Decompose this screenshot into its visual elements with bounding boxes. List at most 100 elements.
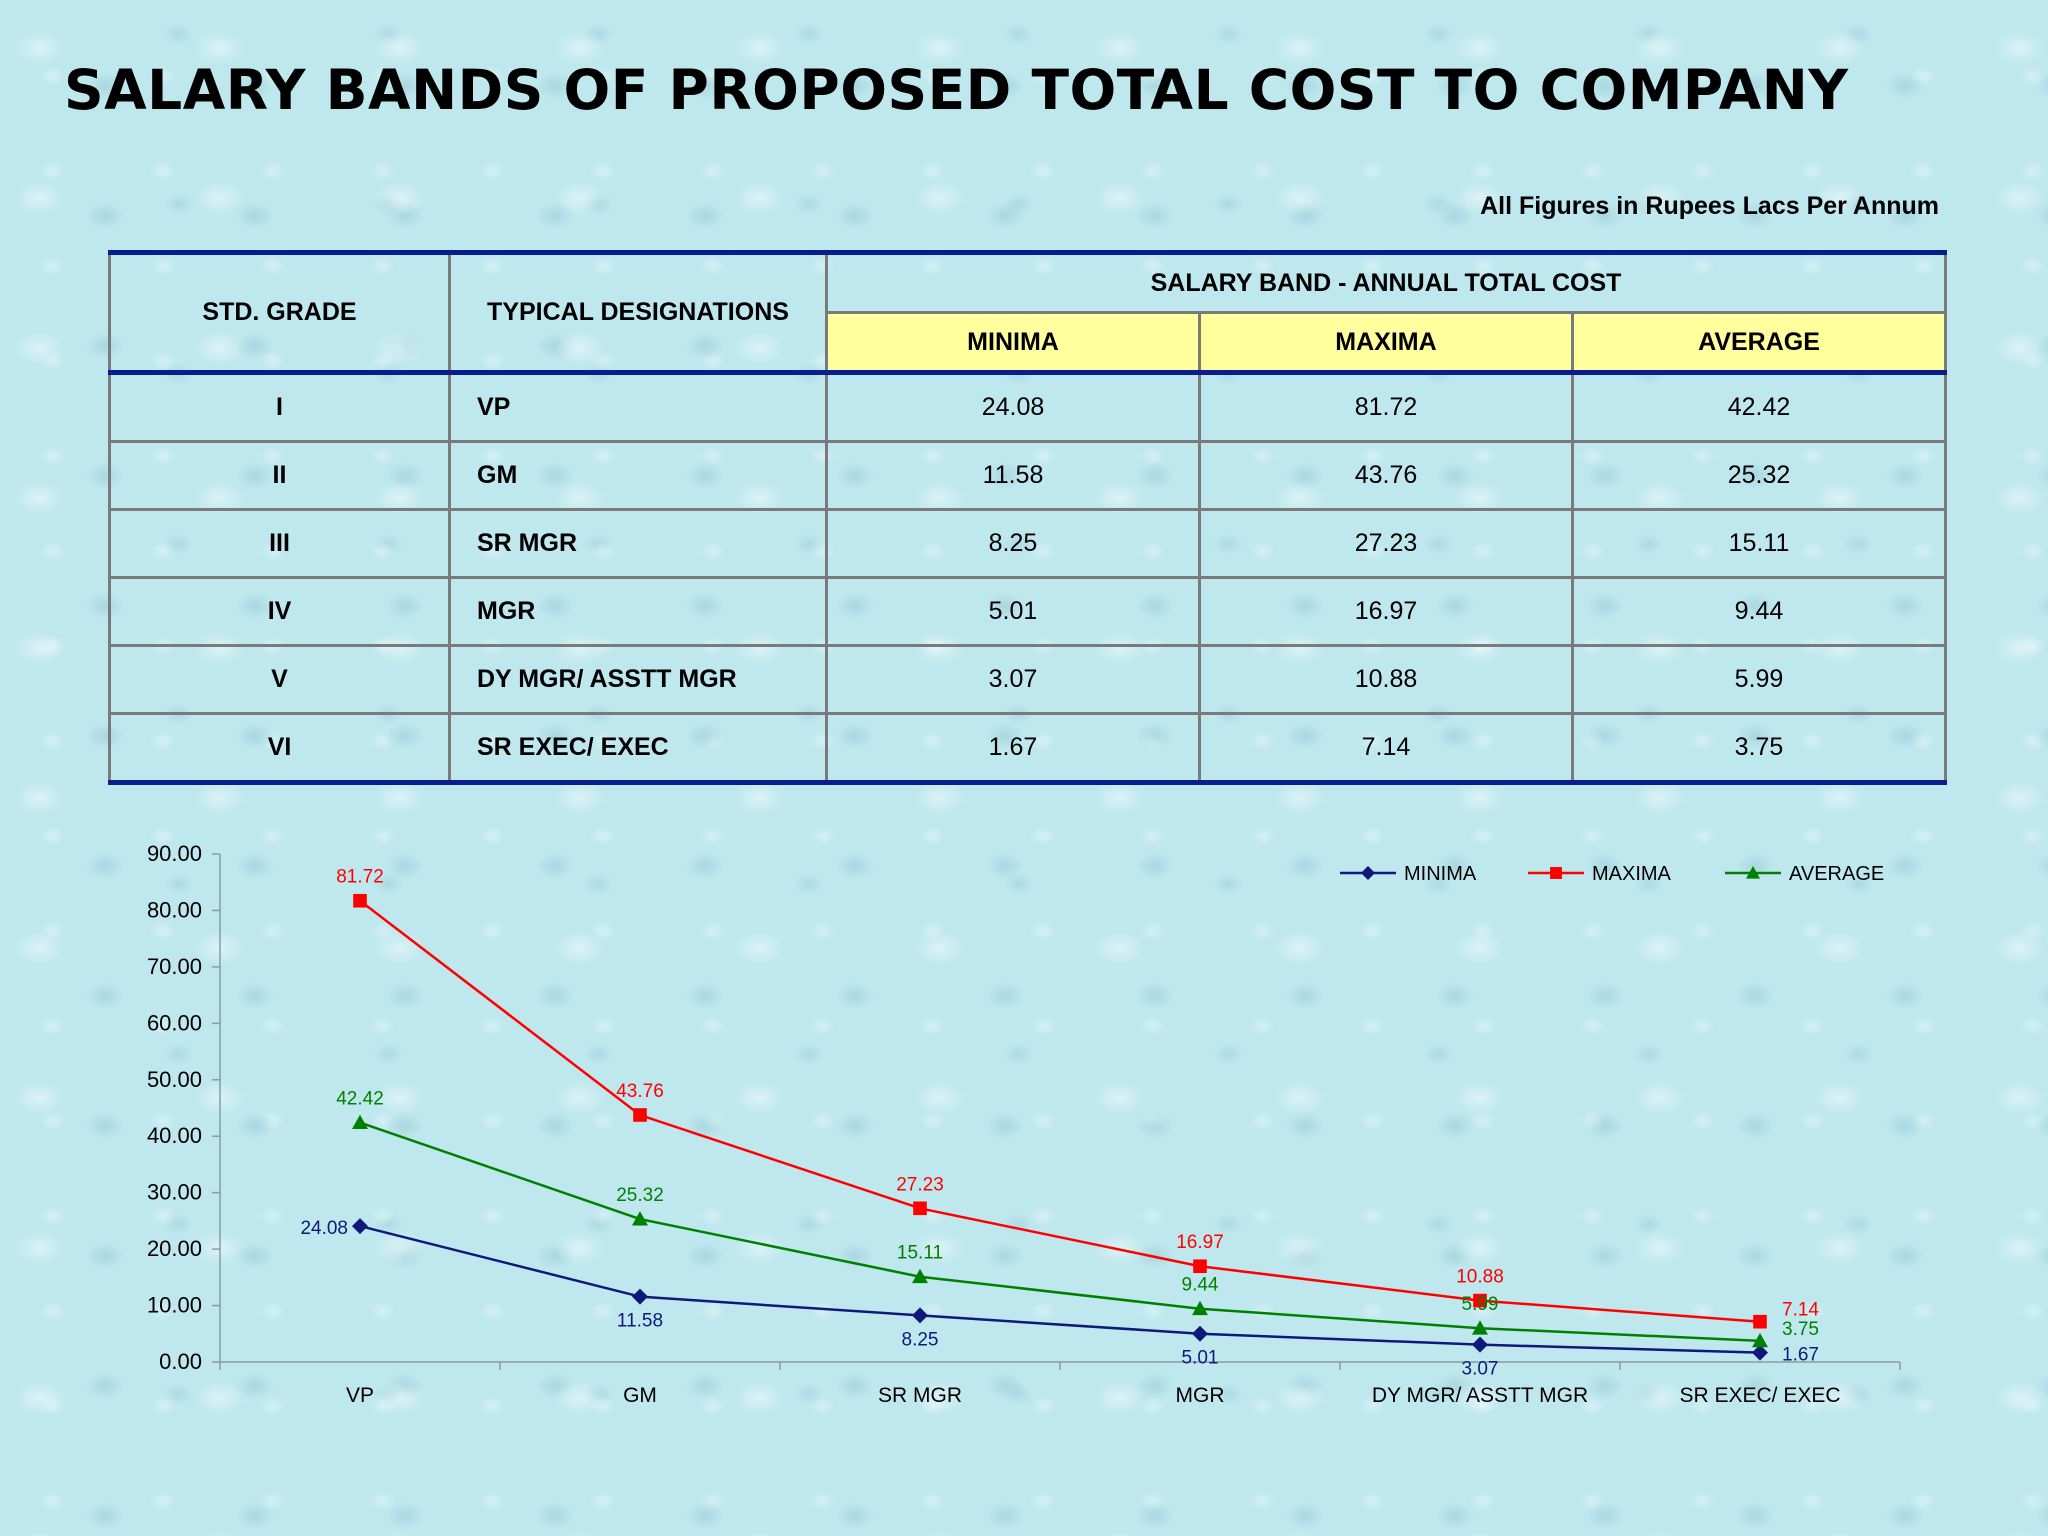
data-label-minima: 3.07 [1462,1359,1499,1380]
series-line-minima [359,1224,1761,1354]
minima-cell: 24.08 [825,371,1201,443]
data-label-maxima: 27.23 [896,1174,944,1195]
x-tick-label: MGR [1176,1384,1225,1407]
data-label-minima: 1.67 [1782,1345,1819,1366]
data-label-maxima: 43.76 [616,1081,664,1102]
data-label-minima: 8.25 [902,1329,939,1350]
x-tick-label: GM [623,1384,657,1407]
designation-cell: DY MGR/ ASSTT MGR [448,644,828,715]
grade-cell: III [108,508,451,579]
data-label-average: 25.32 [616,1185,664,1206]
legend-label-maxima: MAXIMA [1592,863,1672,885]
y-tick-label: 60.00 [147,1010,202,1035]
y-tick-label: 80.00 [147,897,202,922]
data-point-maxima [1473,1293,1487,1308]
grade-cell: VI [108,712,451,784]
y-tick-label: 30.00 [147,1180,202,1205]
legend-marker-maxima [1550,867,1562,879]
units-note: All Figures in Rupees Lacs Per Annum [1480,192,1939,220]
table-row: I VP 24.08 81.72 42.42 [108,371,1948,443]
data-label-maxima: 10.88 [1456,1267,1504,1288]
maxima-cell: 81.72 [1198,371,1574,443]
data-point-average [352,1114,368,1129]
grade-cell: I [108,371,451,443]
data-point-minima [1192,1325,1208,1342]
legend-label-average: AVERAGE [1789,863,1884,885]
x-tick-label: SR EXEC/ EXEC [1679,1384,1840,1407]
data-point-minima [352,1218,368,1235]
minima-cell: 5.01 [825,576,1201,647]
salary-band-table: STD. GRADE TYPICAL DESIGNATIONS SALARY B… [108,250,1948,785]
data-label-maxima: 7.14 [1782,1300,1819,1321]
data-point-maxima [1193,1259,1207,1274]
data-point-minima [1472,1336,1488,1353]
header-typical-designations: TYPICAL DESIGNATIONS [448,251,828,374]
x-tick-label: VP [346,1384,374,1407]
data-label-average: 15.11 [897,1243,943,1264]
series-line-average [359,1121,1761,1343]
header-minima: MINIMA [825,311,1201,374]
table-row: III SR MGR 8.25 27.23 15.11 [108,508,1948,579]
maxima-cell: 27.23 [1198,508,1574,579]
data-label-maxima: 81.72 [336,867,384,888]
header-salary-band: SALARY BAND - ANNUAL TOTAL COST [824,251,1948,314]
y-tick-label: 10.00 [147,1293,202,1318]
page-title: SALARY BANDS OF PROPOSED TOTAL COST TO C… [64,58,1849,122]
y-tick-label: 0.00 [159,1349,202,1374]
data-label-average: 5.99 [1462,1294,1499,1315]
average-cell: 15.11 [1570,508,1948,579]
header-std-grade: STD. GRADE [108,251,451,374]
designation-cell: SR MGR [448,508,828,579]
grade-cell: V [108,644,451,715]
data-point-maxima [353,893,367,908]
data-point-maxima [913,1201,927,1216]
x-tick-label: SR MGR [878,1384,962,1407]
maxima-cell: 43.76 [1198,440,1574,511]
y-tick-label: 90.00 [147,841,202,866]
average-cell: 42.42 [1570,371,1948,443]
designation-cell: GM [448,440,828,511]
salary-line-chart: 0.00 10.00 20.00 30.00 40.00 50.00 60.00 70.00 8… [147,841,1901,1407]
minima-cell: 3.07 [825,644,1201,715]
data-label-maxima: 16.97 [1176,1232,1224,1253]
header-maxima: MAXIMA [1198,311,1574,374]
series-line-maxima [359,899,1761,1323]
table-row: IV MGR 5.01 16.97 9.44 [108,576,1948,647]
average-cell: 25.32 [1570,440,1948,511]
designation-cell: SR EXEC/ EXEC [448,712,828,784]
legend-marker-average [1746,866,1760,879]
data-point-average [632,1211,648,1226]
designation-cell: MGR [448,576,828,647]
minima-cell: 1.67 [825,712,1201,784]
data-point-minima [912,1307,928,1324]
table-row: V DY MGR/ ASSTT MGR 3.07 10.88 5.99 [108,644,1948,715]
x-tick-label: DY MGR/ ASSTT MGR [1372,1384,1588,1407]
table-row: VI SR EXEC/ EXEC 1.67 7.14 3.75 [108,712,1948,784]
data-label-average: 42.42 [336,1089,384,1110]
minima-cell: 11.58 [825,440,1201,511]
maxima-cell: 7.14 [1198,712,1574,784]
data-label-average: 9.44 [1182,1275,1219,1296]
minima-cell: 8.25 [825,508,1201,579]
data-label-minima: 11.58 [617,1311,663,1332]
legend-label-minima: MINIMA [1404,863,1477,885]
designation-cell: VP [448,371,828,443]
table-row: II GM 11.58 43.76 25.32 [108,440,1948,511]
data-point-minima [632,1288,648,1305]
average-cell: 3.75 [1570,712,1948,784]
maxima-cell: 10.88 [1198,644,1574,715]
grade-cell: II [108,440,451,511]
data-point-average [1752,1332,1768,1348]
data-point-average [1472,1320,1488,1335]
y-tick-label: 50.00 [147,1067,202,1092]
data-point-average [1192,1300,1208,1316]
y-tick-label: 40.00 [147,1123,202,1148]
data-point-maxima [1753,1314,1767,1329]
grade-cell: IV [108,576,451,647]
data-label-average: 3.75 [1782,1319,1819,1340]
header-average: AVERAGE [1570,311,1948,374]
data-point-maxima [633,1108,647,1122]
legend-marker-minima [1361,866,1375,880]
data-point-average [912,1268,928,1284]
data-label-minima: 24.08 [300,1218,348,1239]
